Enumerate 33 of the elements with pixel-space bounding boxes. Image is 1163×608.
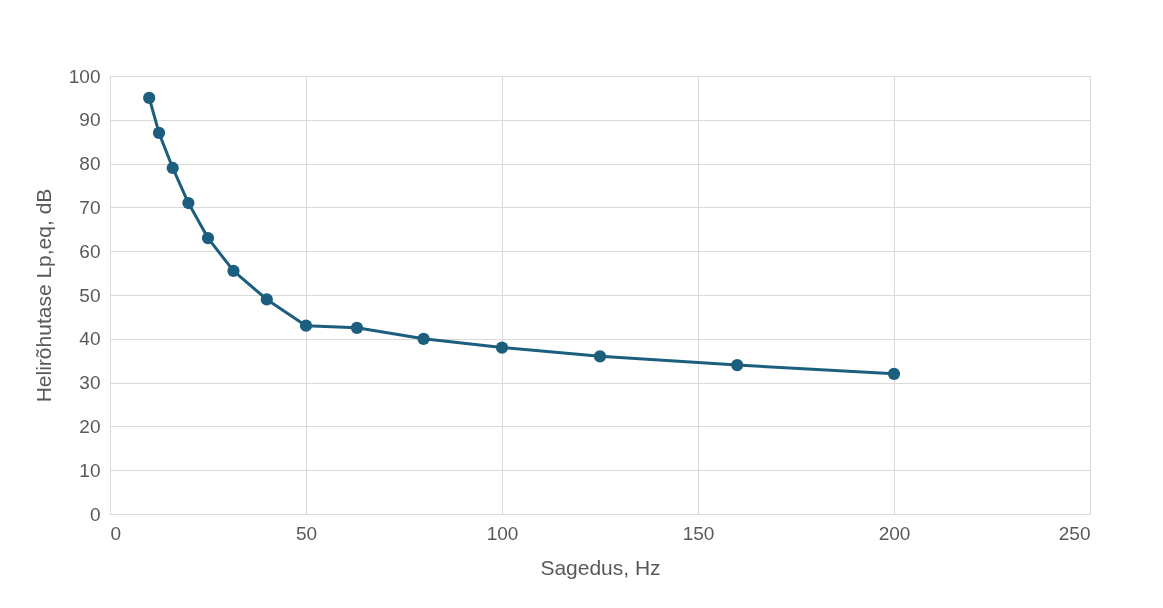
y-tick-label: 20 <box>79 415 101 437</box>
point <box>350 321 364 334</box>
point <box>152 126 166 140</box>
x-axis-title: Sagedus, Hz <box>540 555 661 579</box>
x-tick-label: 200 <box>878 522 911 544</box>
y-tick-label: 100 <box>68 65 101 87</box>
point <box>260 293 273 306</box>
point <box>201 231 215 245</box>
y-tick-label: 40 <box>79 328 101 350</box>
y-tick-label: 80 <box>79 153 101 175</box>
point <box>227 264 240 278</box>
y-tick-label: 0 <box>89 503 101 525</box>
y-axis-title: Helirõhutase Lp,eq, dB <box>31 188 55 403</box>
y-tick-label: 60 <box>79 240 101 262</box>
point <box>887 367 901 380</box>
point <box>299 319 313 332</box>
point <box>182 196 195 210</box>
point <box>731 358 744 372</box>
y-tick-label: 30 <box>79 372 101 394</box>
y-tick-label: 90 <box>79 109 101 131</box>
y-tick-label: 70 <box>79 196 101 218</box>
x-tick-label: 100 <box>486 522 519 544</box>
point <box>495 341 509 354</box>
point <box>417 332 430 345</box>
x-tick-label: 0 <box>110 522 122 544</box>
y-tick-label: 50 <box>79 284 101 306</box>
x-tick-label: 250 <box>1058 522 1091 544</box>
y-tick-label: 10 <box>79 459 101 481</box>
x-tick-label: 50 <box>295 522 318 544</box>
point <box>593 350 607 363</box>
x-tick-label: 150 <box>682 522 715 544</box>
point <box>166 161 179 175</box>
point <box>143 91 156 105</box>
